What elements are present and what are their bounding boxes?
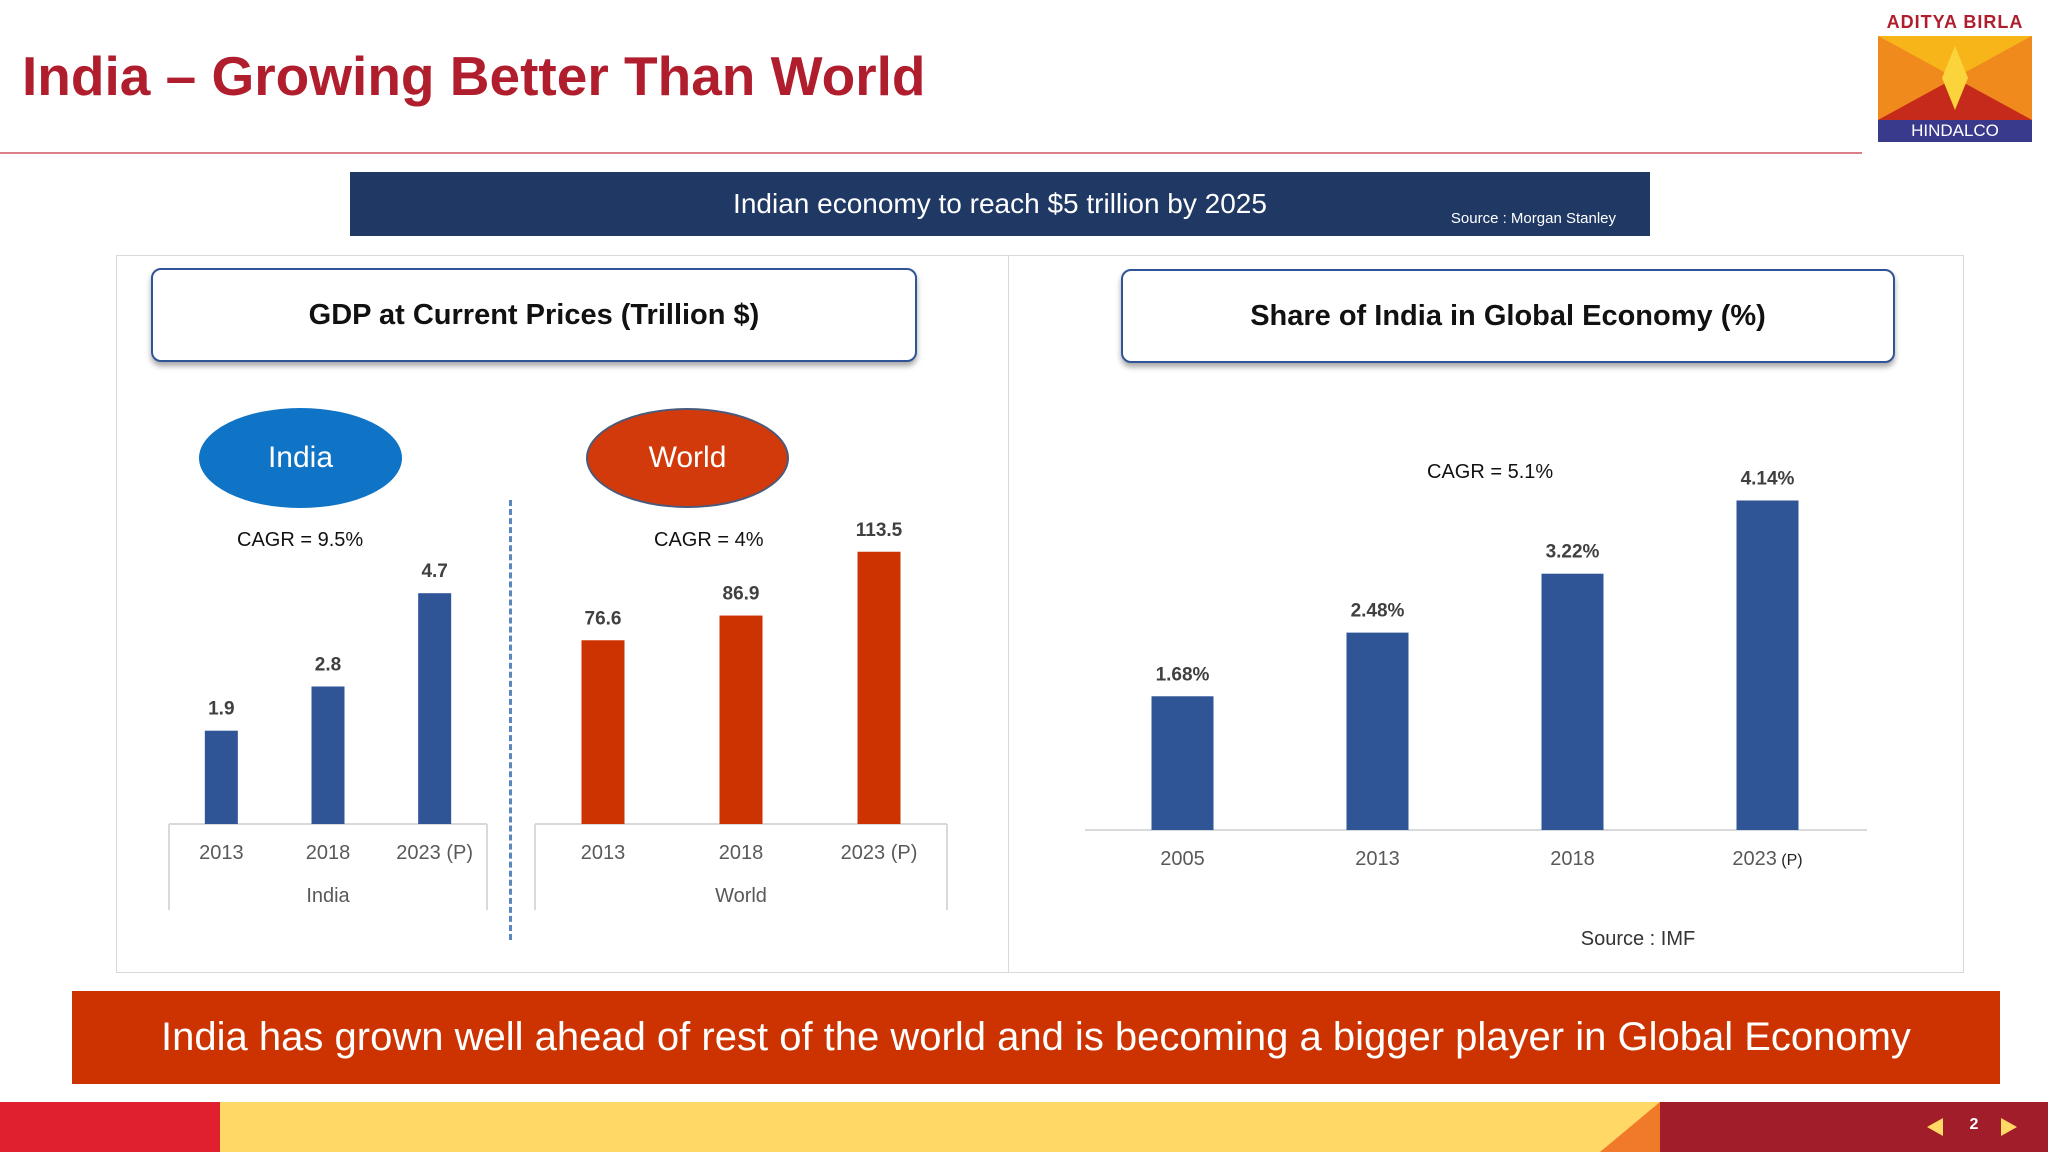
share-bar (1541, 573, 1604, 830)
page-title: India – Growing Better Than World (22, 45, 926, 107)
world-gdp-bar (581, 640, 625, 824)
title-divider (0, 152, 1862, 154)
world-gdp-data-label: 113.5 (856, 520, 903, 541)
chart-divider (509, 500, 512, 940)
share-source: Source : IMF (1580, 928, 1696, 950)
share-cagr: CAGR = 5.1% (1427, 461, 1554, 483)
world-gdp-data-label: 86.9 (723, 584, 760, 605)
share-bar (1346, 632, 1409, 830)
india-gdp-axis-title: India (306, 885, 350, 907)
share-bar (1151, 696, 1214, 830)
banner-source: Source : Morgan Stanley (1450, 210, 1616, 227)
world-gdp-tick-label: 2023 (P) (841, 842, 918, 864)
logo-brand-text: ADITYA BIRLA (1886, 12, 2024, 32)
share-chart: 1.68% 2005 2.48% 2013 3.22% 2018 4.14% 2023 (P) (1085, 468, 1867, 870)
share-data-label: 4.14% (1741, 468, 1795, 489)
key-message-banner: India has grown well ahead of rest of th… (72, 991, 2000, 1084)
world-gdp-bar (857, 551, 901, 824)
banner-text: Indian economy to reach $5 trillion by 2… (733, 188, 1267, 219)
share-bar (1736, 500, 1799, 830)
footer-accent-shape (1600, 1102, 1670, 1152)
india-gdp-tick-label: 2023 (P) (396, 842, 473, 864)
logo-company-text: HINDALCO (1878, 120, 2032, 142)
footer-bar: 2 (0, 1102, 2048, 1152)
india-gdp-chart: 1.9 2013 2.8 2018 4.7 2023 (P) India (168, 561, 488, 910)
share-data-label: 1.68% (1156, 664, 1210, 685)
share-data-label: 3.22% (1546, 542, 1600, 563)
share-tick-label: 2013 (1355, 848, 1400, 870)
gdp-chart-title: GDP at Current Prices (Trillion $) (151, 268, 917, 362)
world-gdp-chart: 76.6 2013 86.9 2018 113.5 2023 (P) World (534, 520, 948, 910)
world-gdp-tick-label: 2013 (581, 842, 626, 864)
share-tick-label: 2018 (1550, 848, 1595, 870)
page-number: 2 (1969, 1116, 1979, 1133)
world-gdp-bar (719, 615, 763, 824)
footer-yellow-block (220, 1102, 1660, 1152)
share-tick-label: 2005 (1160, 848, 1205, 870)
india-gdp-bar (418, 593, 452, 824)
share-tick-label: 2023 (P) (1732, 848, 1802, 870)
company-logo: ADITYA BIRLA HINDALCO (1862, 6, 2048, 142)
share-chart-title: Share of India in Global Economy (%) (1121, 269, 1895, 363)
world-oval-label: World (586, 408, 789, 508)
india-gdp-tick-label: 2013 (199, 842, 244, 864)
next-slide-icon[interactable] (1997, 1115, 2021, 1139)
india-gdp-data-label: 4.7 (421, 561, 447, 582)
india-gdp-bar (311, 686, 345, 824)
india-gdp-data-label: 2.8 (315, 655, 341, 676)
logo-sun-icon (1878, 36, 2032, 120)
india-gdp-data-label: 1.9 (208, 699, 234, 720)
world-cagr: CAGR = 4% (654, 529, 764, 551)
world-gdp-axis-title: World (715, 885, 767, 907)
share-panel (1008, 255, 1964, 973)
share-data-label: 2.48% (1351, 601, 1405, 622)
world-gdp-tick-label: 2018 (719, 842, 764, 864)
india-gdp-tick-label: 2018 (306, 842, 351, 864)
share-tick-suffix: (P) (1777, 852, 1803, 869)
headline-banner: Indian economy to reach $5 trillion by 2… (350, 172, 1650, 236)
previous-slide-icon[interactable] (1923, 1115, 1947, 1139)
india-gdp-bar (204, 730, 238, 824)
footer-dark-block (1660, 1102, 2048, 1152)
india-oval-label: India (199, 408, 402, 508)
world-gdp-data-label: 76.6 (585, 608, 622, 629)
india-cagr: CAGR = 9.5% (237, 529, 364, 551)
footer-red-block (0, 1102, 220, 1152)
